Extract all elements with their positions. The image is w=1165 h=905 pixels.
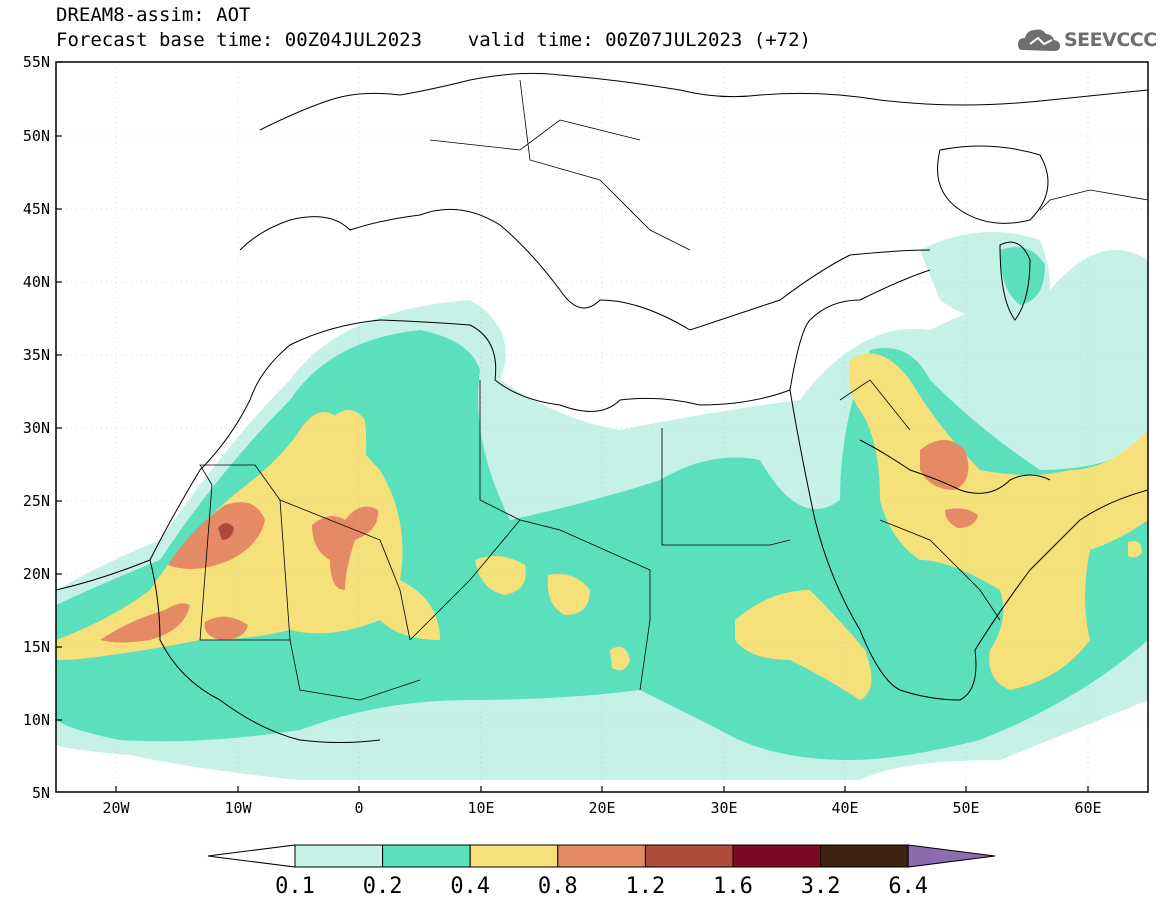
lat-label-5n: 5N	[32, 784, 50, 802]
colorbar-arrow-right	[907, 844, 996, 868]
lat-label-35n: 35N	[23, 346, 50, 364]
colorbar-label: 1.6	[713, 874, 753, 899]
colorbar-box	[469, 844, 559, 868]
colorbar-label: 0.2	[363, 874, 403, 899]
colorbar-box	[294, 844, 384, 868]
colorbar-label: 3.2	[801, 874, 841, 899]
cloud-icon	[1018, 29, 1060, 51]
lon-label-50e: 50E	[952, 799, 979, 817]
colorbar-boxes	[207, 844, 996, 868]
aot-field	[56, 232, 1148, 780]
lat-label-10n: 10N	[23, 711, 50, 729]
colorbar-labels: 0.1 0.2 0.4 0.8 1.2 1.6 3.2 6.4	[275, 874, 928, 899]
lat-label-40n: 40N	[23, 273, 50, 291]
lat-label-55n: 55N	[23, 53, 50, 71]
forecast-time-line: Forecast base time: 00Z04JUL2023 valid t…	[56, 29, 811, 51]
country-borders	[199, 79, 1148, 701]
logo-text: SEEVCCC	[1064, 29, 1157, 51]
aot-level-1.2	[218, 523, 234, 540]
tick-marks	[56, 61, 1089, 792]
aot-level-0.8	[100, 603, 190, 643]
lon-label-10e: 10E	[467, 799, 494, 817]
lat-label-25n: 25N	[23, 492, 50, 510]
colorbar-box	[557, 844, 646, 868]
lat-label-30n: 30N	[23, 419, 50, 437]
lon-label-30e: 30E	[710, 799, 737, 817]
lat-label-15n: 15N	[23, 638, 50, 656]
colorbar-box	[820, 844, 909, 868]
colorbar-box	[644, 844, 734, 868]
lat-label-45n: 45N	[23, 200, 50, 218]
lat-label-20n: 20N	[23, 565, 50, 583]
lat-label-50n: 50N	[23, 127, 50, 145]
lon-label-0: 0	[354, 799, 363, 817]
colorbar-label: 0.4	[450, 874, 490, 899]
coastlines	[56, 72, 1148, 743]
colorbar-label: 0.1	[275, 874, 315, 899]
lon-label-10w: 10W	[224, 799, 252, 817]
colorbar-label: 1.2	[626, 874, 666, 899]
colorbar-box	[382, 844, 471, 868]
colorbar-label: 6.4	[888, 874, 928, 899]
lon-label-60e: 60E	[1074, 799, 1101, 817]
colorbar-box	[732, 844, 822, 868]
map-title: DREAM8-assim: AOT	[56, 4, 251, 26]
colorbar-label: 0.8	[538, 874, 578, 899]
graticule	[56, 62, 1148, 792]
lon-label-40e: 40E	[831, 799, 858, 817]
colorbar-arrow-left	[207, 844, 296, 868]
lon-label-20w: 20W	[102, 799, 130, 817]
lon-label-20e: 20E	[588, 799, 615, 817]
